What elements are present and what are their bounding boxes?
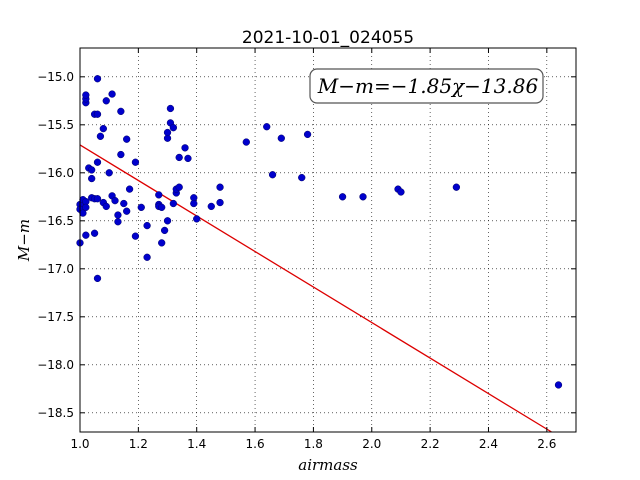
data-point-71 — [263, 123, 271, 131]
data-point-40 — [131, 158, 140, 166]
data-point-10 — [82, 91, 90, 99]
x-tick-label: 2.4 — [479, 437, 498, 451]
x-tick-label: 2.0 — [362, 437, 381, 451]
data-point-47 — [155, 191, 163, 199]
axes-frame — [79, 47, 577, 433]
data-point-17 — [90, 229, 99, 237]
data-point-29 — [108, 90, 116, 98]
data-point-20 — [93, 195, 102, 203]
data-point-63 — [184, 154, 192, 163]
data-point-37 — [123, 207, 131, 215]
data-point-34 — [117, 107, 125, 116]
data-point-50 — [160, 226, 169, 235]
data-point-74 — [298, 173, 306, 182]
data-point-28 — [105, 169, 113, 177]
axes-border — [79, 47, 577, 433]
data-point-42 — [137, 203, 145, 212]
data-point-69 — [216, 183, 224, 191]
x-tick-label: 1.6 — [246, 437, 265, 451]
data-point-68 — [216, 198, 224, 207]
data-point-23 — [96, 132, 105, 140]
grid-lines — [79, 48, 576, 432]
y-axis-ticks: −15.0 −15.5 −16.0 −16.5 −17.0 −17.5 −18.0 −18.5 — [37, 70, 576, 420]
data-point-21 — [93, 75, 102, 83]
data-point-54 — [166, 104, 175, 113]
data-point-56 — [169, 124, 178, 132]
data-point-77 — [359, 193, 367, 201]
data-point-19 — [93, 110, 102, 118]
chart-title: 2021-10-01_024055 — [242, 28, 414, 48]
data-point-41 — [131, 232, 140, 240]
data-point-35 — [117, 150, 125, 159]
data-point-13 — [88, 174, 96, 183]
data-point-81 — [554, 381, 563, 389]
y-tick-label: −17.5 — [37, 310, 74, 324]
x-tick-label: 1.2 — [129, 437, 148, 451]
annotation-box — [309, 68, 544, 104]
data-point-14 — [88, 166, 96, 174]
y-tick-label: −18.5 — [37, 406, 74, 420]
data-point-32 — [114, 211, 122, 219]
data-point-18 — [93, 158, 102, 166]
data-point-38 — [123, 135, 131, 143]
data-point-48 — [158, 239, 166, 247]
data-point-80 — [452, 183, 461, 191]
data-point-66 — [193, 215, 201, 223]
y-tick-label: −15.5 — [37, 118, 74, 132]
data-point-31 — [111, 196, 119, 205]
data-point-79 — [397, 188, 405, 196]
data-point-44 — [143, 253, 151, 261]
x-axis-label: airmass — [298, 456, 358, 474]
data-point-43 — [143, 221, 151, 230]
data-point-72 — [268, 171, 277, 179]
data-points — [76, 75, 563, 389]
y-tick-label: −16.5 — [37, 214, 74, 228]
data-point-76 — [338, 193, 347, 201]
data-point-22 — [93, 274, 102, 283]
x-tick-label: 1.0 — [70, 437, 89, 451]
fit-equation-annotation: M−m=−1.85χ−13.86 — [309, 68, 544, 104]
fit-equation-text: M−m=−1.85χ−13.86 — [317, 74, 539, 98]
data-point-73 — [277, 134, 285, 142]
data-point-6 — [82, 231, 90, 239]
data-point-39 — [125, 185, 134, 193]
data-point-70 — [242, 138, 250, 146]
y-tick-label: −18.0 — [37, 358, 74, 372]
data-point-60 — [175, 183, 183, 191]
data-point-51 — [163, 217, 172, 225]
x-tick-label: 1.8 — [304, 437, 323, 451]
x-tick-label: 2.6 — [537, 437, 556, 451]
data-point-67 — [207, 202, 215, 211]
data-point-27 — [102, 97, 110, 105]
data-point-49 — [158, 203, 166, 212]
x-axis-ticks: 1.0 1.2 1.4 1.6 1.8 2.0 2.2 2.4 2.6 — [70, 48, 556, 451]
data-point-61 — [175, 153, 183, 162]
y-tick-label: −17.0 — [37, 262, 74, 276]
data-point-53 — [163, 128, 172, 137]
data-point-26 — [102, 202, 110, 211]
data-point-62 — [181, 144, 189, 152]
data-point-75 — [303, 130, 312, 139]
data-point-24 — [99, 124, 107, 133]
data-point-36 — [120, 199, 128, 208]
data-point-7 — [82, 203, 90, 212]
data-point-65 — [190, 199, 198, 208]
y-axis-label: M−m — [15, 219, 33, 262]
data-point-33 — [114, 218, 122, 226]
data-point-57 — [169, 199, 178, 208]
y-tick-label: −16.0 — [37, 166, 74, 180]
y-tick-label: −15.0 — [37, 70, 74, 84]
x-tick-label: 2.2 — [421, 437, 440, 451]
x-tick-label: 1.4 — [187, 437, 206, 451]
